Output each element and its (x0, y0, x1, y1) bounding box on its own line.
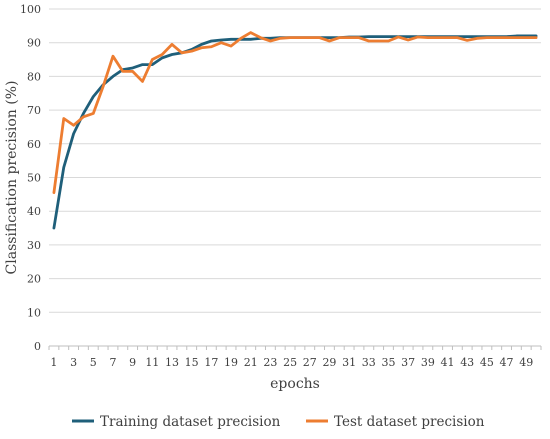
y-axis-ticks: 0 10 20 30 40 50 60 70 80 90 100 (20, 3, 41, 353)
y-tick-label: 60 (27, 138, 41, 151)
x-tick-label: 37 (401, 356, 415, 369)
y-tick-label: 70 (27, 104, 41, 117)
x-tick-label: 21 (244, 356, 258, 369)
x-tick-label: 3 (70, 356, 77, 369)
x-tick-label: 41 (441, 356, 455, 369)
x-tick-label: 47 (500, 356, 514, 369)
x-tick-label: 17 (204, 356, 218, 369)
x-tick-label: 29 (322, 356, 336, 369)
x-tick-label: 27 (303, 356, 317, 369)
test-precision-line (52, 31, 538, 195)
x-axis-ticks: 1 3 5 7 9 11 13 15 17 19 21 23 25 27 29 31 33 35 37 39 41 43 4… (50, 356, 533, 369)
x-tick-label: 19 (224, 356, 238, 369)
x-tick-label: 31 (342, 356, 356, 369)
legend-label-training: Training dataset precision (100, 414, 281, 430)
x-tick-label: 35 (381, 356, 395, 369)
y-tick-label: 90 (27, 37, 41, 50)
x-tick-label: 7 (109, 356, 116, 369)
x-tick-label: 33 (362, 356, 376, 369)
gridlines (49, 8, 541, 313)
legend: Training dataset precision Test dataset … (72, 414, 485, 430)
x-tick-label: 23 (263, 356, 277, 369)
x-axis-label: epochs (270, 376, 320, 392)
y-tick-label: 50 (27, 172, 41, 185)
x-tick-label: 11 (145, 356, 159, 369)
x-tick-label: 49 (519, 356, 533, 369)
y-tick-label: 10 (27, 306, 41, 319)
x-tick-label: 43 (460, 356, 474, 369)
y-tick-label: 80 (27, 70, 41, 83)
x-tick-label: 39 (421, 356, 435, 369)
x-tick-label: 15 (185, 356, 199, 369)
y-tick-label: 30 (27, 239, 41, 252)
x-tick-label: 5 (90, 356, 97, 369)
y-tick-label: 40 (27, 205, 41, 218)
x-tick-label: 9 (129, 356, 136, 369)
legend-label-test: Test dataset precision (334, 414, 485, 430)
y-tick-label: 0 (34, 340, 41, 353)
x-tick-label: 1 (50, 356, 57, 369)
y-tick-label: 20 (27, 273, 41, 286)
training-precision-line (52, 34, 538, 230)
x-tick-label: 25 (283, 356, 297, 369)
y-axis-label: Classification precision (%) (4, 81, 20, 275)
x-tick-label: 45 (480, 356, 494, 369)
series-lines (52, 31, 538, 230)
x-axis (48, 345, 542, 350)
y-tick-label: 100 (20, 3, 41, 16)
x-tick-label: 13 (165, 356, 179, 369)
